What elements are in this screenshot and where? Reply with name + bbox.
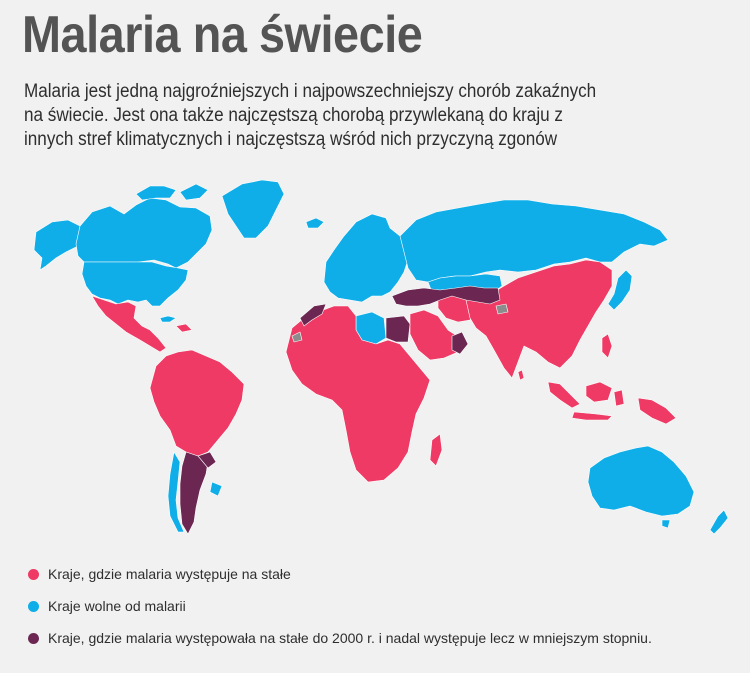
region-arctic-islands: [135, 183, 209, 201]
region-canada: [75, 197, 213, 269]
legend-label-free: Kraje wolne od malarii: [48, 598, 186, 614]
region-australia: [587, 445, 695, 517]
region-sri-lanka: [517, 369, 525, 381]
region-western-sahara-grey: [291, 331, 303, 343]
region-europe: [323, 213, 413, 303]
region-africa: [285, 305, 431, 483]
region-argentina: [179, 451, 209, 535]
world-map: [33, 180, 729, 535]
legend-item-endemic: Kraje, gdzie malaria występuje na stałe: [28, 558, 728, 590]
subtitle-line-1: Malaria jest jedną najgroźniejszych i na…: [24, 81, 597, 102]
region-alaska: [33, 219, 81, 271]
region-hispaniola: [175, 323, 193, 333]
region-papua: [637, 397, 677, 425]
region-philippines: [601, 333, 613, 359]
no-data-regions: [291, 303, 509, 343]
region-turkey-middle-east: [391, 285, 501, 307]
region-central-asia-grey: [495, 303, 509, 315]
region-madagascar: [429, 433, 443, 467]
region-oman: [451, 331, 469, 355]
region-caribbean: [159, 315, 177, 323]
subtitle-line-3: innych stref klimatycznych i najczęstszą…: [24, 129, 558, 150]
legend-dot-free: [28, 600, 39, 612]
malaria-endemic-regions: [91, 259, 677, 483]
legend-label-endemic: Kraje, gdzie malaria występuje na stałe: [48, 566, 291, 582]
page-title: Malaria na świecie: [22, 6, 423, 64]
region-chile-uruguay: [167, 451, 223, 533]
region-mexico-central-america: [91, 295, 167, 353]
region-paraguay: [197, 451, 217, 469]
legend-label-reduced: Kraje, gdzie malaria występowała na stał…: [48, 630, 652, 646]
region-russia: [399, 199, 669, 283]
region-new-zealand: [661, 509, 729, 535]
legend-dot-endemic: [28, 568, 39, 580]
legend-item-reduced: Kraje, gdzie malaria występowała na stał…: [28, 622, 728, 654]
region-south-america: [149, 349, 245, 457]
region-indonesia: [547, 381, 625, 421]
region-japan: [607, 269, 633, 311]
legend-item-free: Kraje wolne od malarii: [28, 590, 728, 622]
region-iceland: [305, 217, 325, 229]
region-asia-south-east: [465, 259, 613, 379]
region-egypt: [385, 315, 411, 343]
region-greenland: [221, 180, 285, 239]
subtitle-line-2: na świecie. Jest ona także najczęstszą c…: [24, 105, 563, 126]
page-subtitle: Malaria jest jedną najgroźniejszych i na…: [24, 80, 654, 152]
region-morocco: [299, 303, 327, 327]
region-usa: [81, 261, 189, 307]
malaria-free-regions: [33, 180, 729, 535]
legend-dot-reduced: [28, 632, 39, 644]
malaria-reduced-regions: [179, 285, 501, 535]
map-legend: Kraje, gdzie malaria występuje na stałe …: [28, 558, 728, 654]
